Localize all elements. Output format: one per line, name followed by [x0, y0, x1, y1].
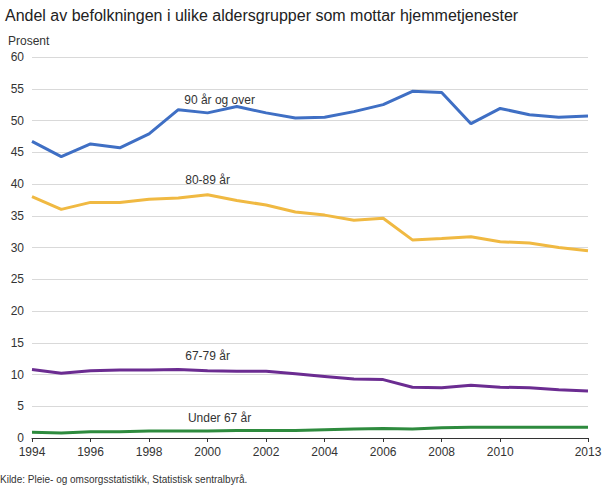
svg-text:20: 20 — [11, 304, 25, 318]
svg-text:Andel av befolkningen i ulike: Andel av befolkningen i ulike aldersgrup… — [5, 7, 519, 24]
svg-text:30: 30 — [11, 241, 25, 255]
svg-text:2013: 2013 — [575, 445, 602, 459]
svg-text:5: 5 — [17, 399, 24, 413]
svg-text:40: 40 — [11, 177, 25, 191]
svg-text:2010: 2010 — [487, 445, 514, 459]
svg-text:Under 67 år: Under 67 år — [188, 411, 251, 425]
svg-text:Prosent: Prosent — [8, 34, 50, 48]
svg-text:1994: 1994 — [19, 445, 46, 459]
svg-text:1998: 1998 — [136, 445, 163, 459]
svg-text:2000: 2000 — [194, 445, 221, 459]
svg-text:45: 45 — [11, 145, 25, 159]
svg-text:60: 60 — [11, 50, 25, 64]
svg-text:50: 50 — [11, 114, 25, 128]
svg-text:90 år og over: 90 år og over — [184, 93, 255, 107]
svg-text:15: 15 — [11, 336, 25, 350]
svg-text:2006: 2006 — [370, 445, 397, 459]
svg-text:25: 25 — [11, 272, 25, 286]
svg-text:0: 0 — [17, 431, 24, 445]
svg-text:35: 35 — [11, 209, 25, 223]
svg-text:55: 55 — [11, 82, 25, 96]
svg-text:2002: 2002 — [253, 445, 280, 459]
svg-text:1996: 1996 — [77, 445, 104, 459]
svg-text:80-89 år: 80-89 år — [185, 173, 230, 187]
svg-text:2004: 2004 — [311, 445, 338, 459]
svg-text:67-79 år: 67-79 år — [185, 349, 230, 363]
svg-text:Kilde: Pleie- og omsorgsstatis: Kilde: Pleie- og omsorgsstatistikk, Stat… — [0, 474, 247, 485]
svg-text:2008: 2008 — [428, 445, 455, 459]
svg-text:10: 10 — [11, 368, 25, 382]
